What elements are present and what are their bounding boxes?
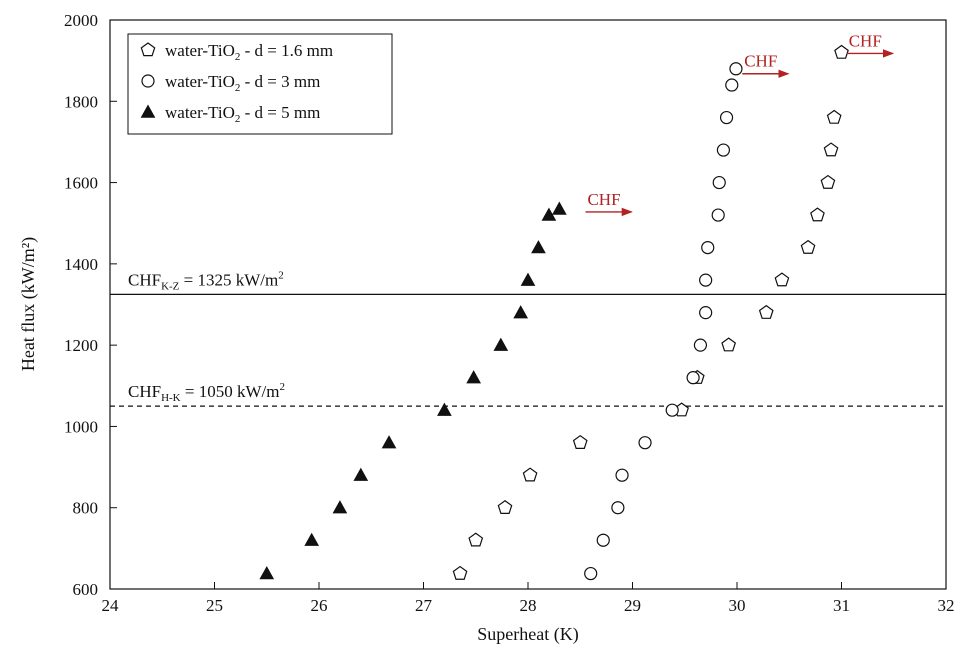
legend: water-TiO2 - d = 1.6 mm water-TiO2 - d = … [127, 33, 393, 135]
data-point [665, 403, 679, 417]
x-tick-label: 26 [311, 596, 328, 615]
reference-line-label: CHFK-Z = 1325 kW/m2 [128, 269, 284, 292]
y-axis-title: Heat flux (kW/m²) [18, 237, 39, 371]
data-point [820, 174, 836, 189]
legend-marker [140, 42, 156, 57]
data-point [686, 371, 700, 385]
data-point [716, 143, 731, 157]
data-point [522, 467, 538, 482]
y-tick-label: 800 [73, 499, 99, 518]
data-point [810, 207, 825, 222]
data-point [729, 62, 743, 76]
data-point [721, 337, 737, 352]
data-point [332, 500, 348, 514]
data-point [611, 501, 625, 515]
data-point [826, 109, 842, 124]
data-point [711, 208, 725, 222]
data-point [531, 240, 546, 254]
data-point [758, 304, 774, 319]
x-tick-label: 31 [833, 596, 850, 615]
data-point [638, 436, 652, 450]
data-point [497, 499, 513, 514]
x-tick-label: 30 [729, 596, 746, 615]
data-point [712, 175, 726, 190]
data-point [452, 565, 468, 580]
x-tick-label: 25 [206, 596, 223, 615]
legend-label: water-TiO2 - d = 1.6 mm [165, 41, 333, 63]
data-point [584, 566, 598, 581]
x-tick-label: 24 [102, 596, 120, 615]
data-point [468, 532, 484, 547]
data-point [725, 78, 739, 92]
legend-marker [140, 104, 156, 118]
data-point [719, 110, 734, 125]
data-point [513, 305, 529, 319]
data-point [493, 337, 509, 351]
data-point [596, 533, 610, 547]
x-tick-label: 28 [520, 596, 537, 615]
chf-annotation: CHF [849, 31, 882, 50]
y-tick-label: 1600 [64, 174, 98, 193]
data-point [259, 566, 275, 580]
data-point [699, 273, 713, 287]
data-point [693, 338, 708, 352]
legend-label: water-TiO2 - d = 5 mm [165, 103, 320, 125]
data-point [520, 272, 536, 286]
data-point [304, 532, 320, 546]
data-point [381, 435, 397, 449]
y-tick-label: 1200 [64, 336, 98, 355]
x-tick-label: 32 [938, 596, 955, 615]
data-point [774, 272, 790, 287]
data-point [552, 201, 567, 215]
y-tick-label: 1400 [64, 255, 98, 274]
y-tick-label: 1800 [64, 92, 98, 111]
x-tick-label: 29 [624, 596, 641, 615]
x-tick-label: 27 [415, 596, 433, 615]
y-tick-label: 2000 [64, 11, 98, 30]
data-point [353, 467, 369, 481]
data-point [437, 402, 452, 416]
data-point [466, 370, 482, 384]
data-point [699, 306, 713, 320]
y-tick-label: 1000 [64, 417, 98, 436]
x-axis-title: Superheat (K) [477, 624, 578, 645]
data-point [701, 241, 715, 255]
reference-line-label: CHFH-K = 1050 kW/m2 [128, 381, 285, 404]
data-point [823, 142, 839, 157]
y-tick-label: 600 [73, 580, 99, 599]
chf-annotation: CHF [744, 52, 777, 71]
data-point [615, 468, 629, 482]
data-point [834, 44, 849, 59]
data-point [800, 239, 816, 254]
data-point [572, 434, 588, 449]
legend-box [127, 33, 393, 135]
chf-annotation: CHF [587, 190, 620, 209]
legend-marker [141, 74, 155, 88]
legend-label: water-TiO2 - d = 3 mm [165, 72, 320, 94]
